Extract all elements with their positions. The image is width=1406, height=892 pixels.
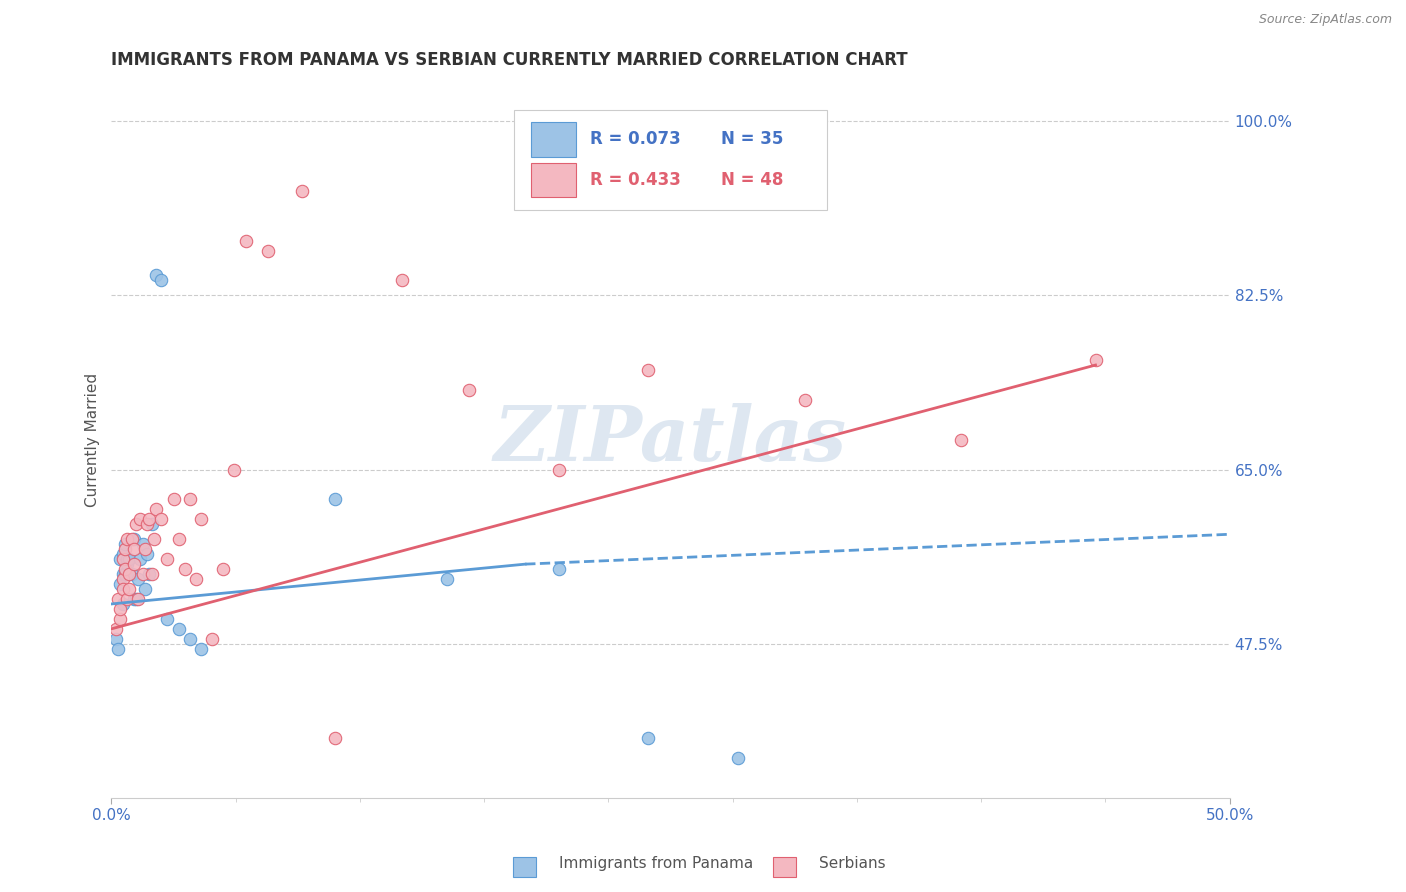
Point bbox=[793, 392, 815, 407]
Point bbox=[323, 492, 346, 507]
Point bbox=[110, 552, 132, 566]
Point bbox=[323, 731, 346, 746]
Point bbox=[114, 542, 136, 557]
Point bbox=[1084, 353, 1107, 368]
Point bbox=[115, 591, 138, 606]
Point bbox=[145, 502, 167, 516]
Point bbox=[167, 622, 190, 636]
Y-axis label: Currently Married: Currently Married bbox=[86, 373, 100, 507]
Point bbox=[111, 582, 134, 596]
Point bbox=[174, 562, 197, 576]
Point bbox=[138, 567, 160, 582]
Point bbox=[115, 533, 138, 547]
Point bbox=[142, 533, 165, 547]
Point bbox=[127, 591, 149, 606]
Point bbox=[107, 641, 129, 656]
Text: N = 48: N = 48 bbox=[721, 171, 783, 189]
Point bbox=[122, 591, 145, 606]
Point bbox=[134, 542, 156, 557]
Text: IMMIGRANTS FROM PANAMA VS SERBIAN CURRENTLY MARRIED CORRELATION CHART: IMMIGRANTS FROM PANAMA VS SERBIAN CURREN… bbox=[111, 51, 908, 69]
Point bbox=[145, 268, 167, 283]
Point bbox=[115, 552, 138, 566]
Point bbox=[212, 562, 235, 576]
Point bbox=[114, 562, 136, 576]
Point bbox=[125, 517, 148, 532]
Point bbox=[125, 591, 148, 606]
Point bbox=[141, 567, 163, 582]
Point bbox=[111, 552, 134, 566]
Point bbox=[163, 492, 186, 507]
Point bbox=[118, 567, 141, 582]
Point bbox=[110, 577, 132, 591]
Point bbox=[136, 517, 159, 532]
Point bbox=[637, 363, 659, 377]
Point bbox=[149, 273, 172, 287]
Point bbox=[149, 512, 172, 526]
Text: Source: ZipAtlas.com: Source: ZipAtlas.com bbox=[1258, 13, 1392, 27]
Point bbox=[121, 567, 143, 582]
Text: R = 0.433: R = 0.433 bbox=[591, 171, 681, 189]
Point bbox=[257, 244, 280, 258]
Point bbox=[547, 462, 569, 476]
Point bbox=[391, 273, 413, 287]
Point bbox=[547, 562, 569, 576]
Point bbox=[186, 572, 208, 586]
Text: Serbians: Serbians bbox=[780, 856, 886, 871]
Point bbox=[115, 557, 138, 571]
FancyBboxPatch shape bbox=[515, 110, 827, 211]
Point bbox=[290, 184, 312, 198]
Point bbox=[136, 547, 159, 561]
Point bbox=[201, 632, 224, 646]
Point bbox=[179, 492, 201, 507]
Point bbox=[122, 533, 145, 547]
Point bbox=[111, 547, 134, 561]
Text: Immigrants from Panama: Immigrants from Panama bbox=[520, 856, 754, 871]
Point bbox=[134, 582, 156, 596]
Text: ZIPatlas: ZIPatlas bbox=[494, 402, 848, 476]
Point bbox=[121, 533, 143, 547]
Point bbox=[950, 433, 973, 447]
Point bbox=[118, 552, 141, 566]
Point bbox=[132, 567, 155, 582]
Point bbox=[129, 512, 152, 526]
Point bbox=[458, 383, 481, 397]
Point bbox=[190, 512, 212, 526]
Point bbox=[118, 567, 141, 582]
Point bbox=[727, 751, 749, 765]
Point bbox=[141, 517, 163, 532]
Point bbox=[111, 567, 134, 582]
Point bbox=[110, 602, 132, 616]
Point bbox=[129, 552, 152, 566]
Point bbox=[190, 641, 212, 656]
Point bbox=[114, 537, 136, 551]
Point bbox=[224, 462, 246, 476]
Point bbox=[122, 542, 145, 557]
Point bbox=[637, 731, 659, 746]
Point bbox=[114, 567, 136, 582]
Point bbox=[104, 632, 127, 646]
Text: N = 35: N = 35 bbox=[721, 130, 783, 148]
Point bbox=[104, 622, 127, 636]
Point bbox=[110, 612, 132, 626]
Bar bbox=[531, 163, 575, 197]
Point bbox=[118, 582, 141, 596]
Point bbox=[436, 572, 458, 586]
Point bbox=[167, 533, 190, 547]
Point bbox=[107, 591, 129, 606]
Point bbox=[235, 234, 257, 248]
Bar bbox=[531, 122, 575, 157]
Point bbox=[127, 572, 149, 586]
Point bbox=[156, 552, 179, 566]
Text: R = 0.073: R = 0.073 bbox=[591, 130, 681, 148]
Point bbox=[111, 597, 134, 611]
Point bbox=[111, 572, 134, 586]
Point bbox=[122, 557, 145, 571]
Point bbox=[138, 512, 160, 526]
Point bbox=[156, 612, 179, 626]
Point bbox=[132, 537, 155, 551]
Point bbox=[179, 632, 201, 646]
